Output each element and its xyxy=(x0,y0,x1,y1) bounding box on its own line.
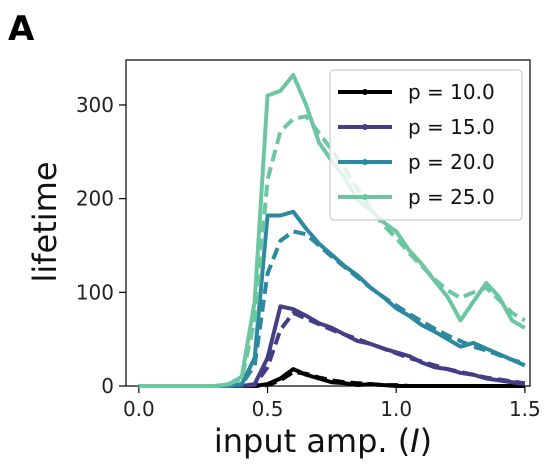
plot-frame xyxy=(125,59,531,387)
series-line-p-20-0 xyxy=(138,209,526,388)
x-tick-label: 1.5 xyxy=(509,397,541,421)
legend-label: p = 15.0 xyxy=(408,115,495,139)
y-axis-label: lifetime xyxy=(26,161,64,282)
y-tick-label: 0 xyxy=(101,374,114,398)
plot-area xyxy=(125,59,531,387)
legend-marker xyxy=(362,89,368,95)
legend-marker xyxy=(362,159,368,165)
x-axis-label-variable: I xyxy=(410,422,419,460)
x-tick-label: 0.0 xyxy=(123,397,155,421)
x-axis-label: input amp. (I) xyxy=(214,422,432,460)
legend: p = 10.0 p = 15.0 p = 20.0 p = 25.0 xyxy=(329,69,523,221)
x-tick-label: 1.0 xyxy=(380,397,412,421)
x-tick-label: 0.5 xyxy=(252,397,284,421)
legend-marker xyxy=(362,194,368,200)
legend-frame xyxy=(329,69,523,221)
x-axis-ticks: 0.0 0.5 1.0 1.5 xyxy=(123,386,541,421)
x-axis-label-prefix: input amp. ( xyxy=(214,422,410,460)
legend-label: p = 10.0 xyxy=(408,80,495,104)
x-axis-label-suffix: ) xyxy=(420,422,432,460)
legend-label: p = 20.0 xyxy=(408,150,495,174)
y-axis-ticks: 0 100 200 300 xyxy=(76,93,126,398)
y-tick-label: 100 xyxy=(76,280,114,304)
legend-marker xyxy=(362,124,368,130)
y-tick-label: 200 xyxy=(76,187,114,211)
legend-label: p = 25.0 xyxy=(408,185,495,209)
series-layer xyxy=(138,72,526,388)
panel-label: A xyxy=(8,9,35,49)
y-tick-label: 300 xyxy=(76,93,114,117)
